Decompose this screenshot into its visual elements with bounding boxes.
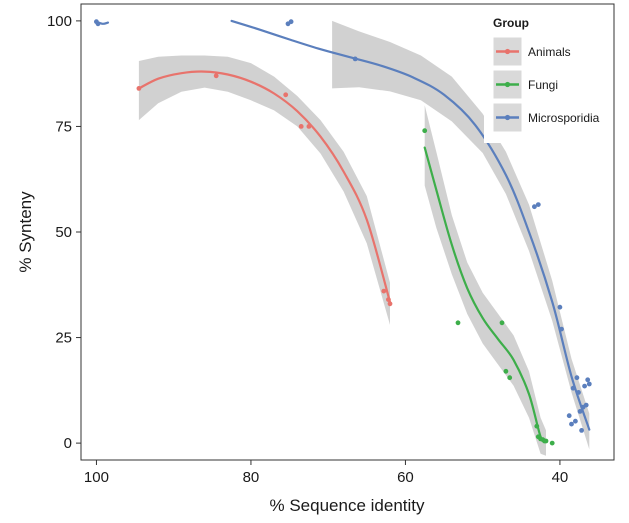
animals-legend-label: Animals xyxy=(528,45,571,59)
microsporidia-point xyxy=(579,428,584,433)
fungi-legend-point xyxy=(504,81,511,88)
microsporidia-point xyxy=(585,377,591,383)
microsporidia-point xyxy=(582,383,587,389)
microsporidia-point xyxy=(288,19,294,25)
y-tick-label: 50 xyxy=(55,224,72,241)
animals-smooth-line xyxy=(137,70,392,304)
animals-point xyxy=(387,301,393,307)
fungi-point xyxy=(534,423,540,429)
x-tick-label: 80 xyxy=(243,469,260,486)
y-tick-label: 100 xyxy=(47,13,72,30)
microsporidia-point xyxy=(559,326,564,332)
microsporidia-point xyxy=(557,304,563,310)
animals-legend-point xyxy=(504,48,511,55)
legend-items: Animals Fungi Microsporidia xyxy=(492,36,600,133)
fungi-point xyxy=(422,128,428,134)
legend-title: Group xyxy=(493,16,529,30)
fungi-point xyxy=(455,320,461,326)
fungi-point xyxy=(549,440,555,446)
microsporidia-point xyxy=(569,421,574,427)
microsporidia-legend-label: Microsporidia xyxy=(528,111,600,125)
fungi-point xyxy=(499,320,505,326)
microsporidia-legend-point xyxy=(504,114,511,121)
microsporidia-point xyxy=(535,202,541,208)
x-axis-ticks: 100 80 60 40 xyxy=(84,460,568,486)
microsporidia-point xyxy=(532,204,537,210)
animals-point xyxy=(213,73,219,79)
fungi-point xyxy=(507,375,513,381)
fungi-smooth-line xyxy=(423,146,548,443)
fungi-point xyxy=(543,438,549,444)
microsporidia-confidence-band xyxy=(332,20,590,450)
fungi-point xyxy=(503,368,509,374)
x-axis-title: % Sequence identity xyxy=(270,496,425,515)
y-axis-title: % Synteny xyxy=(16,191,35,273)
fungi-confidence-band xyxy=(424,105,546,456)
y-tick-label: 75 xyxy=(55,118,72,135)
data-points xyxy=(94,19,592,446)
fungi-legend-label: Fungi xyxy=(528,78,558,92)
x-tick-label: 100 xyxy=(84,469,109,486)
microsporidia-point xyxy=(566,413,572,419)
microsporidia-point xyxy=(352,56,358,62)
smooth-lines xyxy=(95,19,591,443)
x-tick-label: 40 xyxy=(552,469,569,486)
animals-confidence-band xyxy=(138,55,390,325)
microsporidia-point xyxy=(586,381,592,387)
x-tick-label: 60 xyxy=(397,469,414,486)
microsporidia-smooth-line-2 xyxy=(230,19,591,431)
microsporidia-point xyxy=(573,418,578,424)
animals-point xyxy=(381,288,387,294)
animals-point xyxy=(298,124,304,129)
y-axis-ticks: 0 25 50 75 100 xyxy=(47,13,81,452)
confidence-bands xyxy=(138,20,590,456)
animals-point xyxy=(136,86,142,91)
microsporidia-point xyxy=(576,390,581,395)
microsporidia-point xyxy=(574,375,580,381)
microsporidia-point xyxy=(577,409,583,414)
microsporidia-point xyxy=(583,402,589,408)
animals-point xyxy=(306,124,312,129)
animals-point xyxy=(386,297,391,302)
y-tick-label: 25 xyxy=(55,330,72,347)
legend: Group Animals Fungi Microsporidia xyxy=(484,7,612,143)
microsporidia-point xyxy=(95,21,101,27)
microsporidia-point xyxy=(570,385,576,391)
animals-point xyxy=(283,92,289,98)
y-tick-label: 0 xyxy=(64,435,72,452)
